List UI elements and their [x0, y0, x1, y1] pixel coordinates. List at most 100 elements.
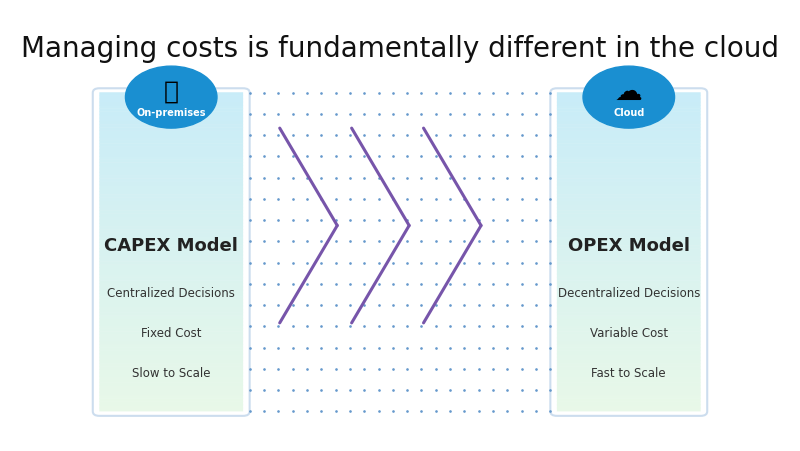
- Text: OPEX Model: OPEX Model: [568, 237, 690, 255]
- FancyBboxPatch shape: [557, 325, 701, 328]
- FancyBboxPatch shape: [99, 99, 243, 102]
- FancyBboxPatch shape: [99, 127, 243, 131]
- FancyBboxPatch shape: [557, 360, 701, 364]
- FancyBboxPatch shape: [99, 386, 243, 389]
- FancyBboxPatch shape: [557, 118, 701, 121]
- FancyBboxPatch shape: [99, 137, 243, 141]
- FancyBboxPatch shape: [99, 293, 243, 297]
- FancyBboxPatch shape: [99, 354, 243, 357]
- FancyBboxPatch shape: [557, 198, 701, 201]
- FancyBboxPatch shape: [99, 229, 243, 233]
- FancyBboxPatch shape: [99, 287, 243, 290]
- FancyBboxPatch shape: [557, 239, 701, 243]
- FancyBboxPatch shape: [99, 105, 243, 109]
- FancyBboxPatch shape: [99, 92, 243, 96]
- FancyBboxPatch shape: [557, 92, 701, 96]
- FancyBboxPatch shape: [557, 159, 701, 163]
- FancyBboxPatch shape: [557, 401, 701, 405]
- FancyBboxPatch shape: [557, 357, 701, 360]
- FancyBboxPatch shape: [557, 252, 701, 255]
- FancyBboxPatch shape: [557, 293, 701, 297]
- FancyBboxPatch shape: [557, 111, 701, 115]
- FancyBboxPatch shape: [557, 226, 701, 230]
- FancyBboxPatch shape: [99, 185, 243, 189]
- FancyBboxPatch shape: [557, 264, 701, 268]
- FancyBboxPatch shape: [99, 194, 243, 198]
- FancyBboxPatch shape: [99, 267, 243, 271]
- FancyBboxPatch shape: [557, 175, 701, 179]
- Text: ☁️: ☁️: [615, 78, 642, 106]
- FancyBboxPatch shape: [557, 124, 701, 128]
- FancyBboxPatch shape: [99, 335, 243, 338]
- FancyBboxPatch shape: [99, 299, 243, 303]
- FancyBboxPatch shape: [99, 389, 243, 392]
- FancyBboxPatch shape: [99, 360, 243, 364]
- FancyBboxPatch shape: [557, 102, 701, 106]
- FancyBboxPatch shape: [557, 213, 701, 217]
- FancyBboxPatch shape: [99, 143, 243, 147]
- FancyBboxPatch shape: [557, 207, 701, 211]
- FancyBboxPatch shape: [557, 318, 701, 322]
- FancyBboxPatch shape: [99, 188, 243, 192]
- FancyBboxPatch shape: [557, 267, 701, 271]
- FancyBboxPatch shape: [557, 322, 701, 325]
- FancyBboxPatch shape: [557, 147, 701, 150]
- FancyBboxPatch shape: [99, 162, 243, 166]
- FancyBboxPatch shape: [99, 181, 243, 185]
- FancyBboxPatch shape: [99, 216, 243, 220]
- FancyBboxPatch shape: [99, 102, 243, 106]
- FancyBboxPatch shape: [557, 249, 701, 252]
- FancyBboxPatch shape: [557, 233, 701, 236]
- FancyBboxPatch shape: [99, 252, 243, 255]
- FancyBboxPatch shape: [99, 198, 243, 201]
- FancyBboxPatch shape: [99, 118, 243, 121]
- FancyBboxPatch shape: [99, 318, 243, 322]
- FancyBboxPatch shape: [99, 408, 243, 411]
- FancyBboxPatch shape: [557, 169, 701, 172]
- Text: 🏢: 🏢: [164, 80, 178, 104]
- FancyBboxPatch shape: [99, 255, 243, 258]
- FancyBboxPatch shape: [557, 229, 701, 233]
- FancyBboxPatch shape: [99, 210, 243, 214]
- FancyBboxPatch shape: [99, 108, 243, 112]
- FancyBboxPatch shape: [557, 281, 701, 284]
- FancyBboxPatch shape: [99, 242, 243, 246]
- FancyBboxPatch shape: [557, 331, 701, 335]
- FancyBboxPatch shape: [557, 287, 701, 290]
- FancyBboxPatch shape: [99, 401, 243, 405]
- FancyBboxPatch shape: [99, 159, 243, 163]
- FancyBboxPatch shape: [557, 143, 701, 147]
- FancyBboxPatch shape: [557, 366, 701, 370]
- FancyBboxPatch shape: [557, 178, 701, 182]
- FancyBboxPatch shape: [99, 213, 243, 217]
- FancyBboxPatch shape: [557, 242, 701, 246]
- FancyBboxPatch shape: [557, 303, 701, 306]
- Text: Fixed Cost: Fixed Cost: [141, 327, 202, 340]
- FancyBboxPatch shape: [99, 115, 243, 118]
- FancyBboxPatch shape: [99, 124, 243, 128]
- FancyBboxPatch shape: [557, 405, 701, 408]
- FancyBboxPatch shape: [557, 382, 701, 386]
- FancyBboxPatch shape: [99, 274, 243, 277]
- FancyBboxPatch shape: [557, 277, 701, 281]
- FancyBboxPatch shape: [99, 172, 243, 175]
- FancyBboxPatch shape: [557, 172, 701, 175]
- FancyBboxPatch shape: [557, 201, 701, 204]
- FancyBboxPatch shape: [557, 274, 701, 277]
- FancyBboxPatch shape: [99, 258, 243, 262]
- FancyBboxPatch shape: [557, 185, 701, 189]
- FancyBboxPatch shape: [99, 398, 243, 402]
- FancyBboxPatch shape: [99, 328, 243, 332]
- FancyBboxPatch shape: [557, 255, 701, 258]
- FancyBboxPatch shape: [99, 223, 243, 226]
- FancyBboxPatch shape: [99, 121, 243, 124]
- FancyBboxPatch shape: [99, 306, 243, 309]
- FancyBboxPatch shape: [99, 395, 243, 399]
- FancyBboxPatch shape: [557, 258, 701, 262]
- FancyBboxPatch shape: [557, 354, 701, 357]
- FancyBboxPatch shape: [557, 191, 701, 195]
- FancyBboxPatch shape: [99, 271, 243, 274]
- FancyBboxPatch shape: [99, 303, 243, 306]
- FancyBboxPatch shape: [557, 306, 701, 309]
- Text: On-premises: On-premises: [137, 108, 206, 118]
